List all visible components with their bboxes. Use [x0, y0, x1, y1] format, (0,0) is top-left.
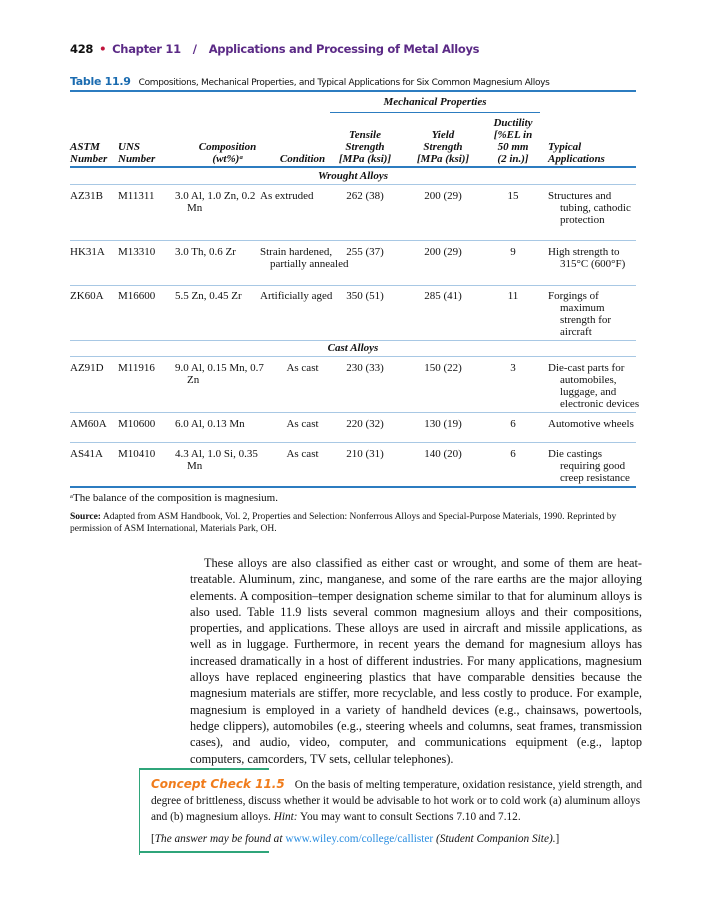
- table-cell: 6: [510, 418, 516, 430]
- column-header: Strength: [345, 141, 385, 153]
- chapter-title: Applications and Processing of Metal All…: [208, 42, 480, 56]
- table-cell: 255 (37): [346, 246, 384, 258]
- column-header: (wt%)ᵃ: [212, 153, 243, 165]
- table-cell: 230 (33): [346, 362, 384, 374]
- table-cell: 130 (19): [424, 418, 462, 430]
- table-cell: 210 (31): [346, 448, 384, 460]
- section-title: Cast Alloys: [327, 342, 379, 354]
- concept-check-title: Concept Check 11.5: [151, 777, 285, 791]
- table-cell: 5.5 Zn, 0.45 Zr: [175, 290, 242, 302]
- table-cell: As extruded: [260, 190, 314, 202]
- table-cell: Forgings of maximum strength for aircraf…: [548, 290, 612, 338]
- table-cell: Artificially aged: [260, 290, 333, 302]
- table-cell: 3: [510, 362, 516, 374]
- table-cell: 150 (22): [424, 362, 462, 374]
- column-header: [MPa (ksi)]: [416, 153, 470, 165]
- table-footnote: ᵃThe balance of the composition is magne…: [70, 492, 278, 504]
- table-cell: Structures and tubing, cathodic protecti…: [548, 190, 631, 226]
- column-header: Ductility: [493, 117, 533, 129]
- table-cell: 3.0 Al, 1.0 Zn, 0.2 Mn: [175, 190, 256, 214]
- column-header: (2 in.)]: [497, 153, 529, 165]
- table-bottom-rule: [70, 486, 636, 488]
- table-cell: 6.0 Al, 0.13 Mn: [175, 418, 245, 430]
- column-header: Tensile: [349, 129, 381, 141]
- table-cell: ZK60A: [70, 290, 104, 302]
- table-cell: M16600: [118, 290, 156, 302]
- table-cell: 15: [507, 190, 519, 202]
- table-cell: AZ31B: [70, 190, 103, 202]
- column-header: Yield: [431, 129, 455, 141]
- column-header: Applications: [548, 153, 605, 165]
- table-cell: 6: [510, 448, 516, 460]
- body-paragraph: These alloys are also classified as eith…: [190, 556, 642, 766]
- table-cell: 9.0 Al, 0.15 Mn, 0.7 Zn: [175, 362, 264, 386]
- column-header: 50 mm: [497, 141, 529, 153]
- table-cell: 3.0 Th, 0.6 Zr: [175, 246, 236, 258]
- concept-check-box: Concept Check 11.5 On the basis of meltin…: [139, 768, 656, 855]
- table-cell: HK31A: [70, 246, 105, 258]
- column-header: Composition: [198, 141, 257, 153]
- table-cell: M13310: [118, 246, 156, 258]
- table-cell: 11: [507, 290, 519, 302]
- table-cell: M11311: [118, 190, 155, 202]
- table-cell: 285 (41): [424, 290, 462, 302]
- table-cell: 220 (32): [346, 418, 384, 430]
- section-title: Wrought Alloys: [318, 170, 388, 182]
- table-cell: 350 (51): [346, 290, 384, 302]
- table-source: Source: Adapted from ASM Handbook, Vol. …: [70, 512, 617, 534]
- table-cell: 200 (29): [424, 190, 462, 202]
- table-cell: 262 (38): [346, 190, 384, 202]
- table-top-rule: [70, 90, 636, 92]
- table-cell: Die castings requiring good creep resist…: [548, 448, 630, 484]
- table-cell: As cast: [286, 362, 319, 374]
- table-cell: Strain hardened, partially annealed: [260, 246, 349, 270]
- column-header: Strength: [423, 141, 463, 153]
- table-cell: As cast: [286, 418, 319, 430]
- table-cell: M10410: [118, 448, 156, 460]
- table-cell: 4.3 Al, 1.0 Si, 0.35 Mn: [175, 448, 258, 472]
- group-header: Mechanical Properties: [383, 96, 487, 108]
- column-header: [MPa (ksi)]: [338, 153, 392, 165]
- column-header: Number: [70, 153, 108, 165]
- column-header: Condition: [279, 153, 326, 165]
- table-caption: Table 11.9 Compositions, Mechanical Prope…: [70, 75, 550, 88]
- table-cell: M11916: [118, 362, 155, 374]
- column-header: Number: [118, 153, 156, 165]
- column-header: UNS: [118, 141, 141, 153]
- column-header: [%EL in: [493, 129, 533, 141]
- table-cell: As cast: [286, 448, 319, 460]
- table-cell: 9: [510, 246, 516, 258]
- running-header: 428 • Chapter 11/Applications and Processi…: [70, 42, 480, 56]
- table-cell: Die-cast parts for automobiles, luggage,…: [548, 362, 640, 410]
- column-header: Typical: [548, 141, 582, 153]
- chapter-label: Chapter 11: [112, 42, 181, 56]
- table-cell: Automotive wheels: [548, 418, 634, 430]
- page-number: 428: [70, 42, 94, 56]
- table-cell: 140 (20): [424, 448, 462, 460]
- table-cell: 200 (29): [424, 246, 462, 258]
- table-cell: High strength to 315°C (600°F): [548, 246, 626, 270]
- companion-site-link[interactable]: www.wiley.com/college/callister: [285, 833, 434, 845]
- column-header: ASTM: [70, 141, 100, 153]
- table-cell: AS41A: [70, 448, 104, 460]
- table-cell: AZ91D: [70, 362, 104, 374]
- table-cell: M10600: [118, 418, 156, 430]
- table-cell: AM60A: [70, 418, 107, 430]
